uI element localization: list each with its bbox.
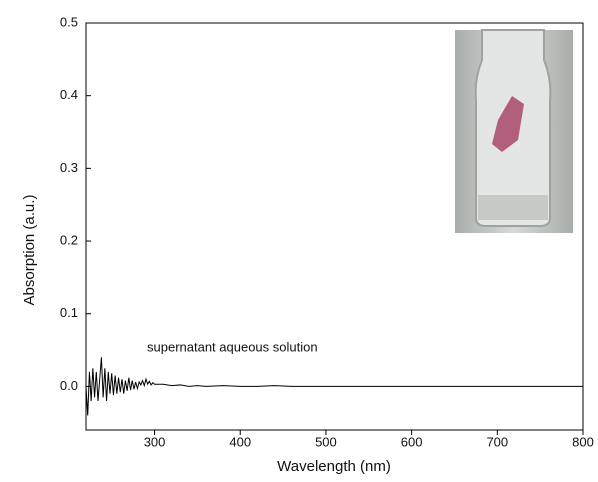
y-tick-label: 0.4 <box>60 87 78 102</box>
x-tick-label: 300 <box>144 434 166 449</box>
y-axis-title: Absorption (a.u.) <box>21 195 38 306</box>
y-tick-label: 0.5 <box>60 14 78 29</box>
y-tick-label: 0.0 <box>60 378 78 393</box>
x-axis-title: Wavelength (nm) <box>277 458 391 475</box>
y-tick-label: 0.1 <box>60 305 78 320</box>
y-tick-label: 0.2 <box>60 232 78 247</box>
x-tick-label: 800 <box>572 434 594 449</box>
x-tick-label: 700 <box>486 434 508 449</box>
x-tick-label: 600 <box>401 434 423 449</box>
x-tick-label: 400 <box>229 434 251 449</box>
inset-photo <box>455 29 573 233</box>
y-tick-label: 0.3 <box>60 160 78 175</box>
data-line <box>85 357 583 416</box>
plot-frame <box>85 22 584 431</box>
annotation: supernatant aqueous solution <box>147 339 318 354</box>
x-tick-label: 500 <box>315 434 337 449</box>
